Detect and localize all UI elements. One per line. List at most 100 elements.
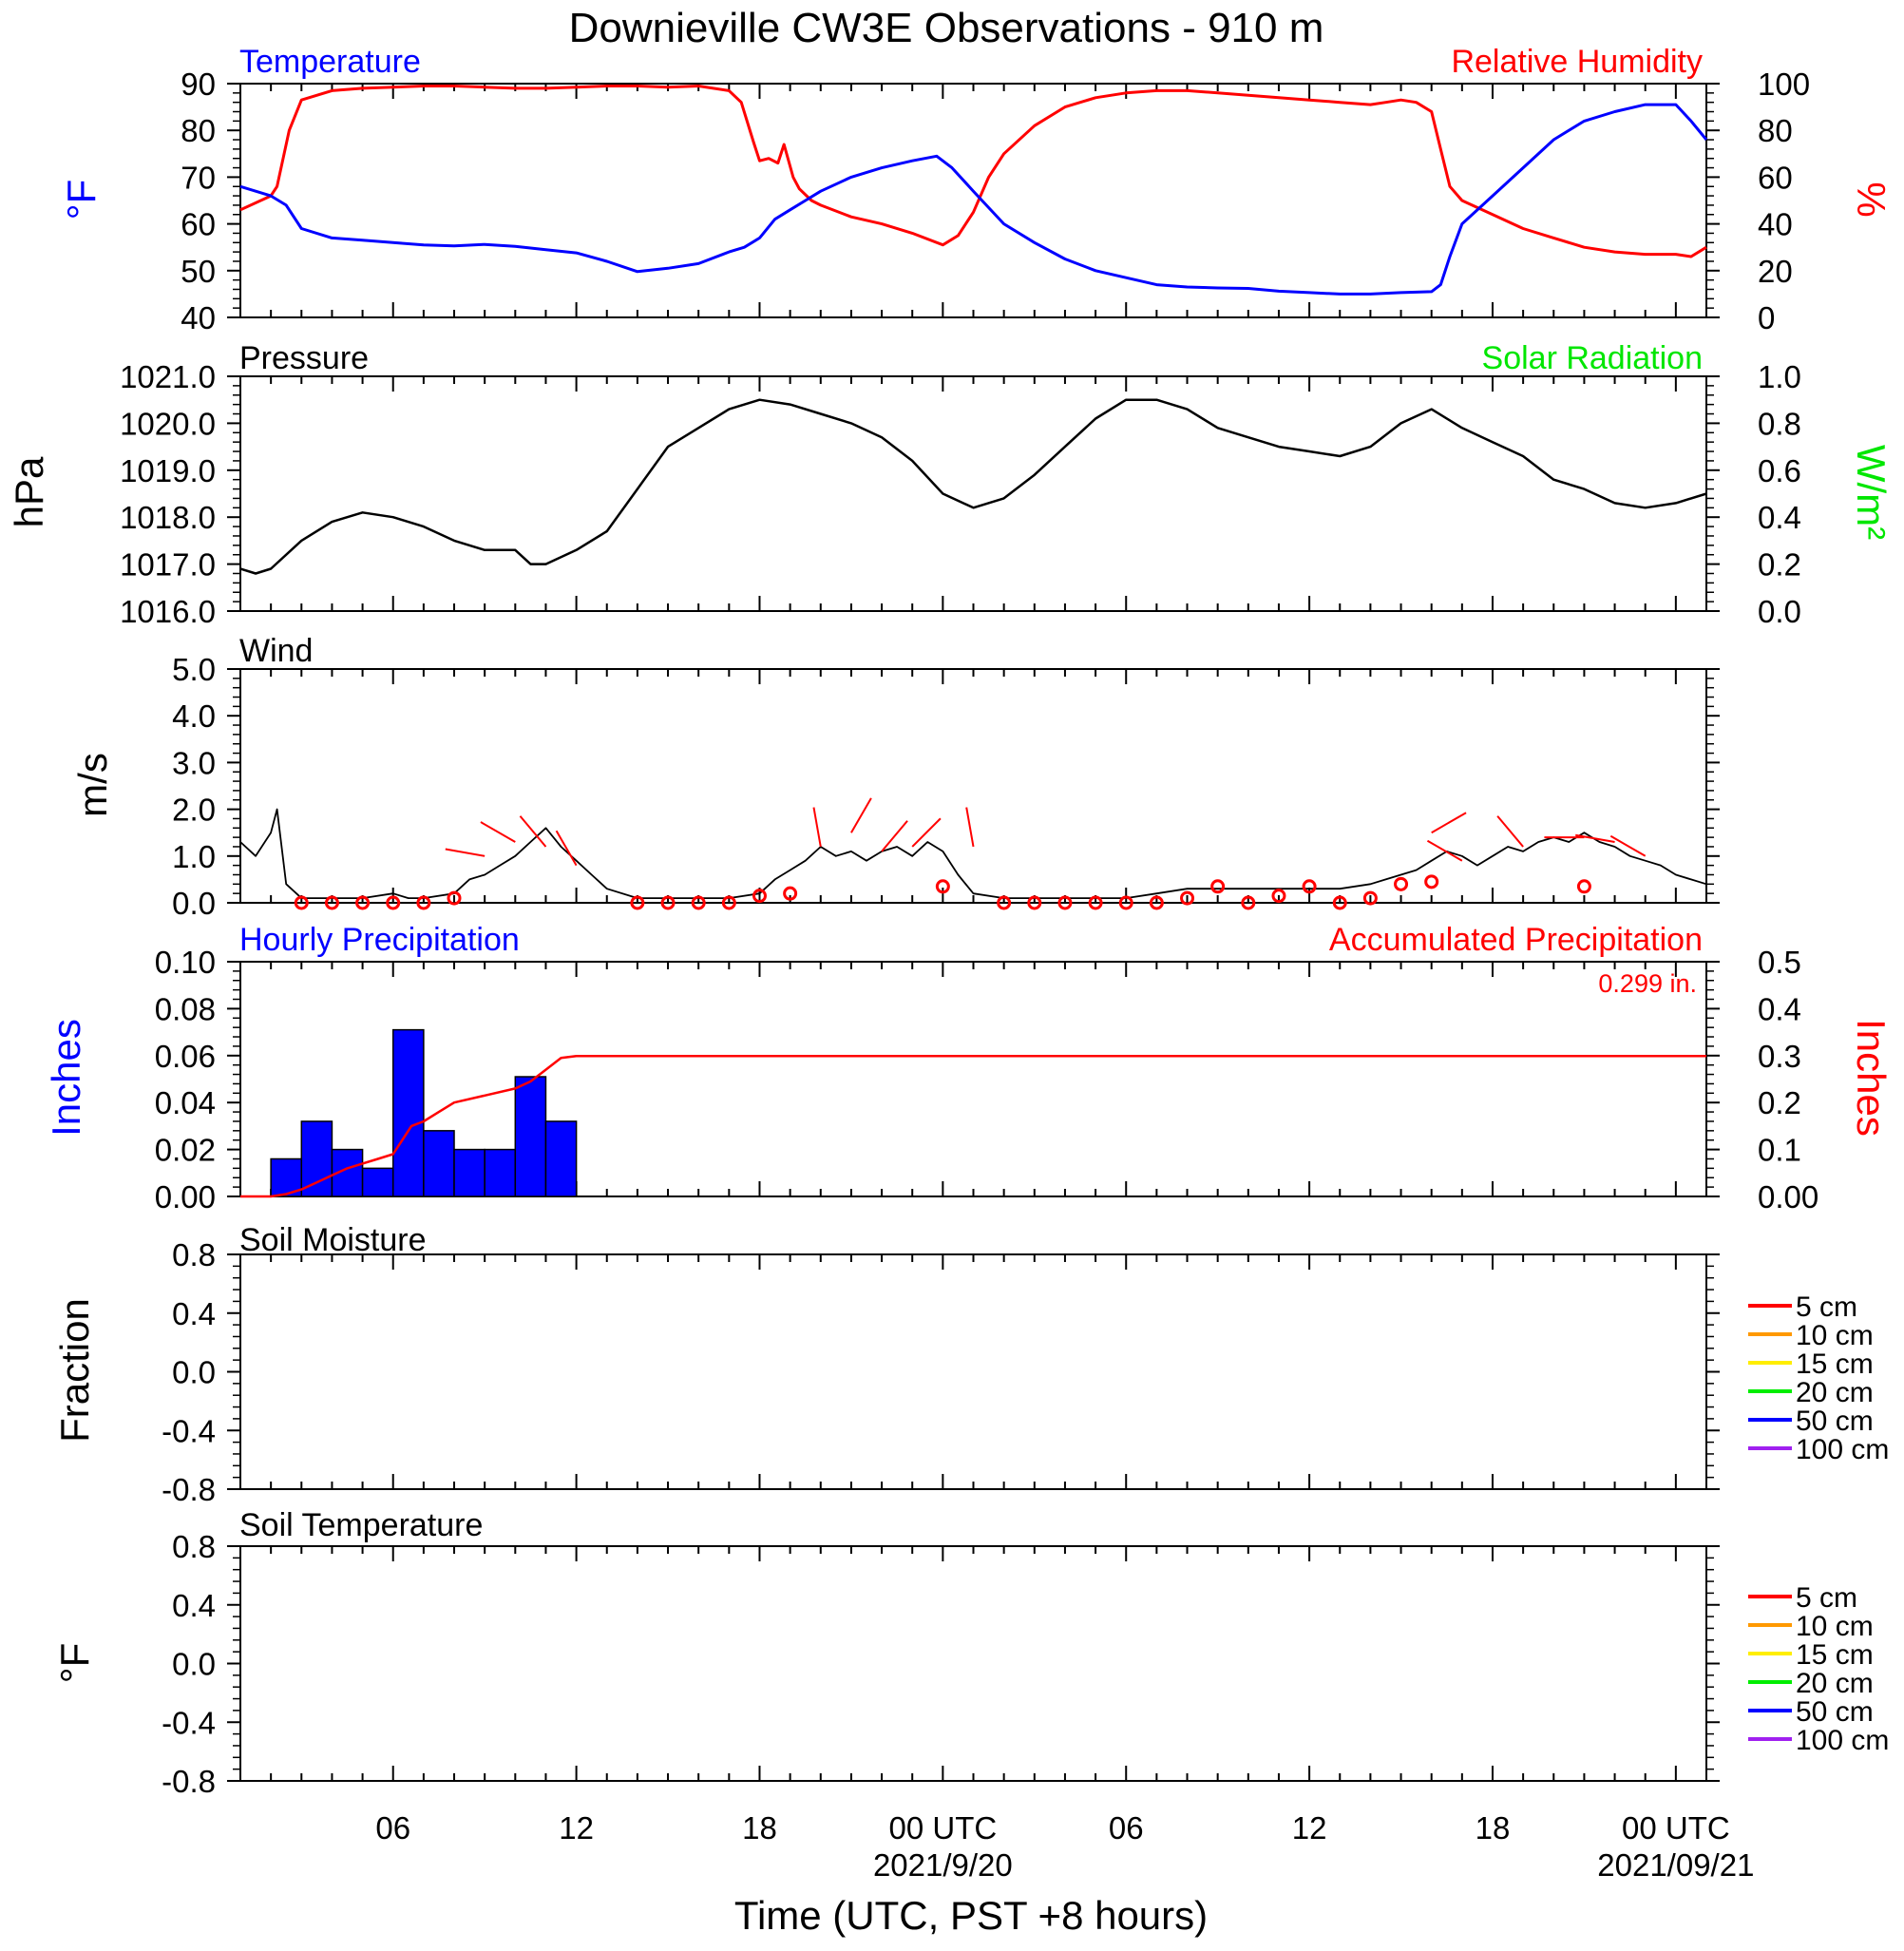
- calm-wind-marker: [1241, 895, 1256, 910]
- hourly-precip-bar: [361, 1167, 394, 1197]
- calm-wind-marker: [324, 895, 339, 910]
- y-tick-label: 0.0: [172, 886, 216, 921]
- wind-speed-line: [239, 808, 1707, 899]
- y-tick-label: 1020.0: [120, 406, 216, 441]
- x-tick-label: 18: [1476, 1810, 1511, 1846]
- y-tick-label: 1.0: [172, 839, 216, 874]
- y-tick-label: 60: [1758, 160, 1793, 195]
- x-tick-label: 06: [1109, 1810, 1144, 1846]
- calm-wind-marker: [416, 895, 431, 910]
- y-tick-label: 0.06: [155, 1039, 216, 1074]
- x-tick-label: 06: [375, 1810, 410, 1846]
- calm-wind-marker: [1394, 876, 1409, 891]
- hourly-precip-bar: [514, 1076, 547, 1197]
- y-tick-label: 90: [181, 67, 216, 102]
- temperature-axis-label: °F: [59, 180, 104, 220]
- wind-barb: [519, 815, 547, 848]
- y-tick-label: 40: [181, 300, 216, 335]
- accum-precip-title: Accumulated Precipitation: [1329, 922, 1703, 958]
- y-tick-label: 0.8: [1758, 406, 1801, 441]
- legend-label: 10 cm: [1796, 1611, 1874, 1642]
- y-tick-label: 0.0: [1758, 594, 1801, 629]
- soil-temperature-panel: Soil Temperature °F: [52, 1507, 483, 1683]
- hourly-precip-bar: [484, 1148, 517, 1197]
- y-tick-label: 1018.0: [120, 500, 216, 535]
- y-tick-label: 0.2: [1758, 547, 1801, 583]
- y-tick-label: 1021.0: [120, 359, 216, 394]
- wind-axis-label: m/s: [70, 753, 115, 817]
- legend-label: 10 cm: [1796, 1320, 1874, 1351]
- y-tick-label: 0.10: [155, 945, 216, 980]
- y-tick-label: 0.4: [1758, 500, 1801, 535]
- y-tick-label: 0.4: [1758, 991, 1801, 1026]
- wind-barb: [555, 830, 578, 867]
- soil-temperature-title: Soil Temperature: [239, 1507, 483, 1543]
- y-tick-label: -0.8: [162, 1472, 216, 1507]
- wind-barb: [1609, 834, 1647, 857]
- hourly-precip-bar: [300, 1120, 333, 1197]
- pressure-axis-label: hPa: [7, 456, 51, 527]
- y-tick-label: 0.04: [155, 1085, 216, 1120]
- calm-wind-marker: [1576, 879, 1591, 894]
- accumulated-precip-line: [240, 1055, 1706, 1198]
- y-tick-label: -0.4: [162, 1705, 216, 1740]
- calm-wind-marker: [630, 895, 645, 910]
- wind-barb: [881, 820, 908, 852]
- wind-barb: [850, 797, 872, 833]
- y-tick-label: 0.8: [172, 1237, 216, 1272]
- calm-wind-marker: [997, 895, 1012, 910]
- legend-label: 100 cm: [1796, 1434, 1889, 1465]
- humidity-title: Relative Humidity: [1451, 44, 1703, 80]
- wind-barb: [445, 848, 486, 857]
- legend-label: 5 cm: [1796, 1291, 1857, 1323]
- y-tick-label: 0.00: [155, 1179, 216, 1215]
- calm-wind-marker: [1210, 879, 1226, 894]
- hourly-precip-bar: [423, 1130, 455, 1197]
- wind-barb: [1426, 839, 1463, 862]
- calm-wind-marker: [386, 895, 401, 910]
- calm-wind-marker: [447, 890, 462, 906]
- x-tick-label: 00 UTC: [1622, 1810, 1730, 1846]
- y-tick-label: 80: [181, 113, 216, 148]
- calm-wind-marker: [1362, 890, 1378, 906]
- y-tick-label: 0.0: [172, 1355, 216, 1390]
- y-tick-label: 0.6: [1758, 453, 1801, 488]
- figure-title: Downieville CW3E Observations - 910 m: [569, 5, 1324, 51]
- y-tick-label: 0.00: [1758, 1179, 1818, 1215]
- wind-title: Wind: [239, 633, 313, 669]
- calm-wind-marker: [1302, 879, 1317, 894]
- solar-title: Solar Radiation: [1482, 340, 1703, 376]
- y-tick-label: 0.0: [172, 1647, 216, 1682]
- wind-barb: [480, 821, 516, 843]
- calm-wind-marker: [691, 895, 706, 910]
- calm-wind-marker: [1088, 895, 1103, 910]
- humidity-axis-label: %: [1849, 182, 1894, 217]
- y-tick-label: 0.02: [155, 1133, 216, 1168]
- calm-wind-marker: [294, 895, 309, 910]
- y-tick-label: -0.8: [162, 1764, 216, 1799]
- legend-label: 5 cm: [1796, 1582, 1857, 1614]
- humidity-line: [239, 85, 1707, 258]
- y-tick-label: 60: [181, 207, 216, 242]
- y-tick-label: 20: [1758, 254, 1793, 289]
- x-tick-label: 18: [742, 1810, 777, 1846]
- accum-precip-total: 0.299 in.: [1598, 969, 1697, 998]
- y-tick-label: 40: [1758, 207, 1793, 242]
- hourly-precip-title: Hourly Precipitation: [239, 922, 520, 958]
- temperature-humidity-panel: Temperature Relative Humidity °F %: [59, 44, 1894, 220]
- wind-barb: [1496, 815, 1524, 848]
- calm-wind-marker: [1118, 895, 1133, 910]
- y-tick-label: 5.0: [172, 652, 216, 687]
- y-tick-label: 1.0: [1758, 359, 1801, 394]
- calm-wind-marker: [660, 895, 676, 910]
- x-tick-label: 12: [559, 1810, 594, 1846]
- x-tick-label: 00 UTC: [889, 1810, 998, 1846]
- calm-wind-marker: [355, 895, 371, 910]
- calm-wind-marker: [1149, 895, 1164, 910]
- calm-wind-marker: [783, 886, 798, 901]
- wind-barb: [1575, 833, 1615, 844]
- legend-label: 15 cm: [1796, 1348, 1874, 1380]
- accum-precip-axis-label: Inches: [1849, 1019, 1894, 1137]
- y-tick-label: 0.5: [1758, 945, 1801, 980]
